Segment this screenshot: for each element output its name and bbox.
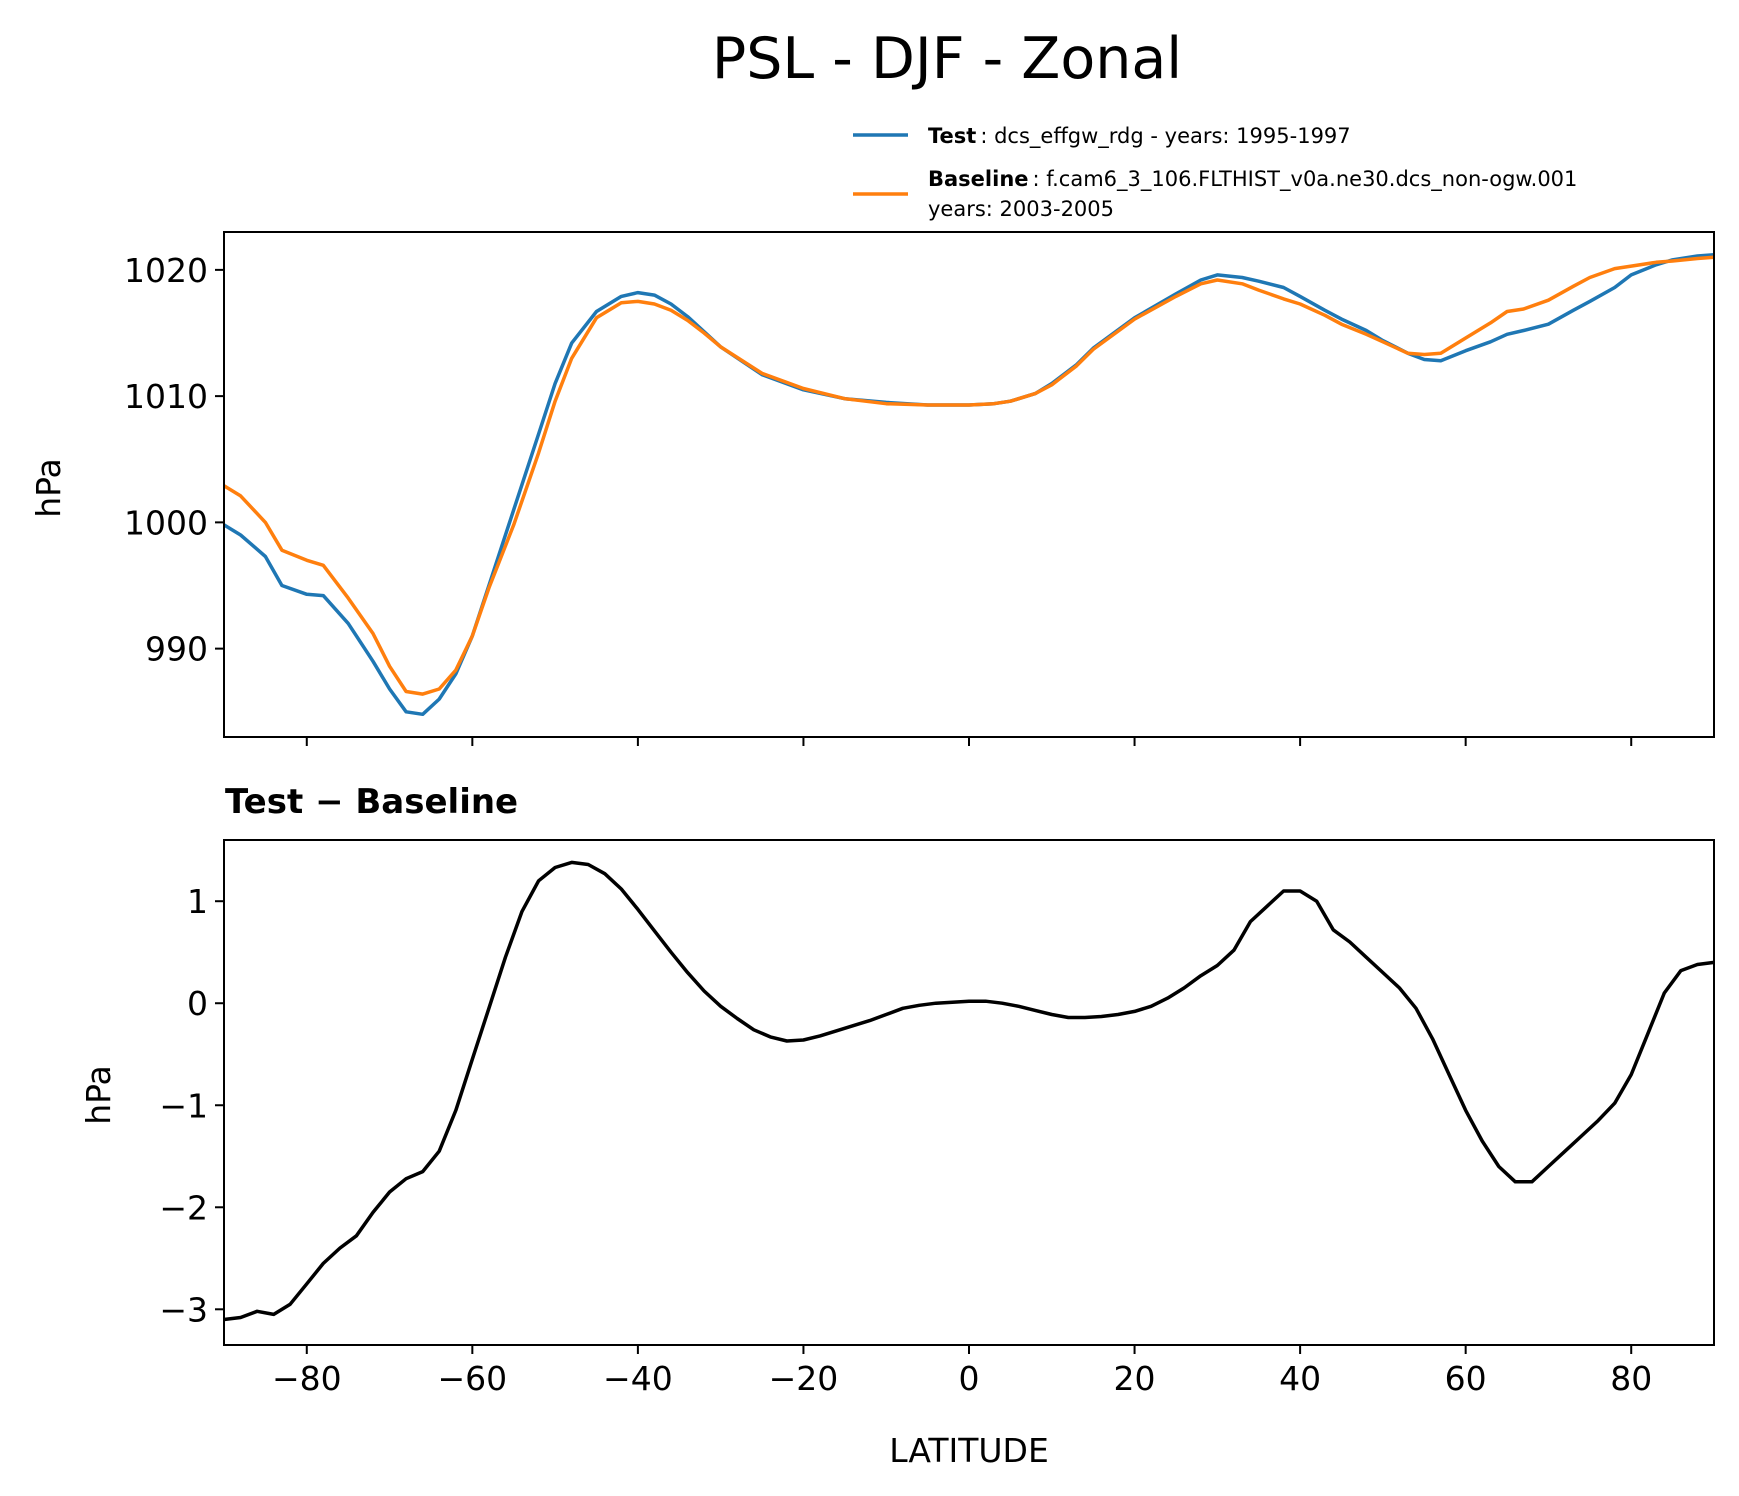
top-ylabel: hPa [29, 458, 68, 518]
legend-baseline-detail: : f.cam6_3_106.FLTHIST_v0a.ne30.dcs_non-… [1033, 167, 1578, 192]
legend-baseline-detail2: years: 2003-2005 [928, 197, 1114, 221]
bottom-xtick-label: 80 [1610, 1359, 1652, 1398]
bottom-xtick-label: −60 [438, 1359, 508, 1398]
svg-text:Baseline: f.cam6_3_106.FLTHIST: Baseline: f.cam6_3_106.FLTHIST_v0a.ne30.… [928, 167, 1577, 192]
legend-test-detail: : dcs_effgw_rdg - years: 1995-1997 [980, 124, 1350, 149]
bottom-ytick-label: 0 [187, 984, 208, 1023]
bottom-axes-frame [223, 839, 1715, 1346]
legend: Test: dcs_effgw_rdg - years: 1995-1997 B… [853, 124, 1577, 221]
bottom-panel-title: Test − Baseline [225, 782, 518, 822]
bottom-xtick-label: 60 [1445, 1359, 1487, 1398]
figure-title: PSL - DJF - Zonal [712, 26, 1182, 92]
bottom-ytick-label: 1 [187, 882, 208, 921]
bottom-series-line-test-baseline [223, 860, 1715, 1322]
bottom-ytick-label: −1 [159, 1086, 208, 1125]
bottom-xtick-label: −20 [769, 1359, 839, 1398]
bottom-ytick-label: −3 [159, 1290, 208, 1329]
top-series-line-baseline [223, 255, 1715, 696]
bottom-xtick-label: −80 [272, 1359, 342, 1398]
top-ytick-label: 1020 [124, 251, 208, 290]
legend-test-label: Test [928, 124, 976, 148]
legend-baseline-label: Baseline [928, 167, 1029, 191]
top-ytick-label: 1000 [124, 503, 208, 542]
top-ytick-label: 990 [145, 630, 208, 669]
bottom-xtick-label: 20 [1114, 1359, 1156, 1398]
bottom-xlabel: LATITUDE [889, 1431, 1049, 1470]
bottom-panel: −3 −2 −1 0 1 −80 −60 −40 −20 0 20 40 60 80 [159, 839, 1715, 1398]
bottom-ylabel: hPa [79, 1065, 118, 1125]
svg-text:Test: dcs_effgw_rdg - years: 1: Test: dcs_effgw_rdg - years: 1995-1997 [928, 124, 1351, 149]
top-ytick-label: 1010 [124, 377, 208, 416]
bottom-xtick-label: −40 [603, 1359, 673, 1398]
top-panel: 990 1000 1010 1020 [124, 231, 1715, 746]
top-axes-frame [223, 231, 1715, 738]
bottom-xtick-label: 40 [1279, 1359, 1321, 1398]
bottom-ytick-label: −2 [159, 1188, 208, 1227]
bottom-xtick-label: 0 [959, 1359, 980, 1398]
